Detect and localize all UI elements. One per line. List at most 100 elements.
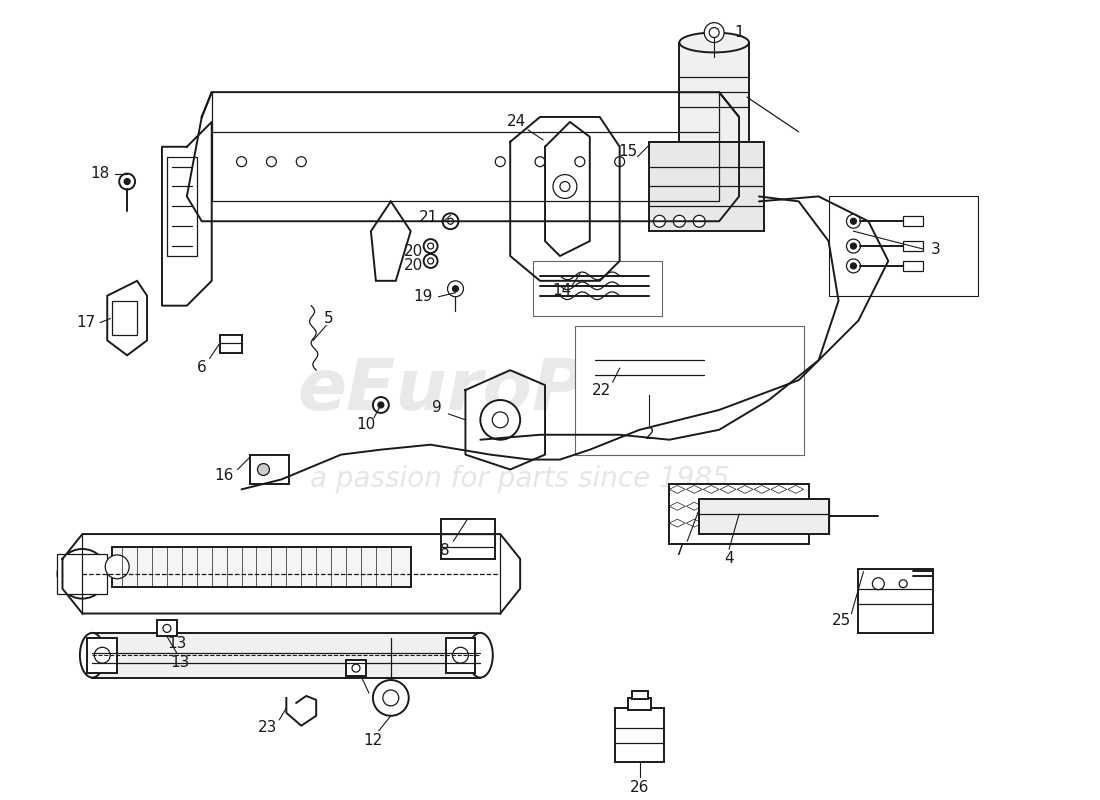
Text: 13: 13 <box>170 654 189 670</box>
Polygon shape <box>670 486 685 494</box>
Polygon shape <box>720 486 736 494</box>
Text: 15: 15 <box>618 144 637 159</box>
Circle shape <box>428 243 433 249</box>
Circle shape <box>383 690 399 706</box>
Polygon shape <box>754 486 770 494</box>
Circle shape <box>704 22 724 42</box>
Circle shape <box>373 397 388 413</box>
Text: 1: 1 <box>734 25 744 40</box>
Text: 2: 2 <box>645 427 654 442</box>
Circle shape <box>448 281 463 297</box>
Circle shape <box>106 555 129 578</box>
Polygon shape <box>670 519 685 527</box>
Text: 17: 17 <box>77 315 96 330</box>
Text: 14: 14 <box>552 283 572 298</box>
Bar <box>441 519 495 559</box>
Circle shape <box>553 174 576 198</box>
Bar <box>250 454 289 485</box>
Bar <box>670 485 808 544</box>
Circle shape <box>119 174 135 190</box>
Bar <box>631 691 648 699</box>
Bar <box>828 197 978 296</box>
Text: 5: 5 <box>324 311 334 326</box>
Bar <box>580 355 600 379</box>
Bar <box>446 638 475 673</box>
Bar <box>649 142 763 231</box>
Circle shape <box>424 239 438 253</box>
Bar <box>112 547 410 586</box>
Circle shape <box>850 218 857 224</box>
Text: 7: 7 <box>674 543 684 558</box>
Circle shape <box>95 647 110 663</box>
Circle shape <box>452 286 459 292</box>
Polygon shape <box>720 519 736 527</box>
Polygon shape <box>686 486 702 494</box>
Bar <box>858 569 933 634</box>
Circle shape <box>635 290 645 301</box>
Bar <box>157 621 177 636</box>
Text: 12: 12 <box>363 733 383 748</box>
Text: 23: 23 <box>257 720 277 735</box>
Bar <box>700 499 828 534</box>
Polygon shape <box>107 281 147 355</box>
Text: 13: 13 <box>167 636 187 650</box>
Polygon shape <box>670 502 685 510</box>
Circle shape <box>352 664 360 672</box>
Circle shape <box>639 362 659 382</box>
Polygon shape <box>788 486 804 494</box>
Circle shape <box>442 214 459 229</box>
Bar <box>903 216 923 226</box>
Circle shape <box>540 281 550 290</box>
Circle shape <box>424 254 438 268</box>
Text: 18: 18 <box>90 166 110 181</box>
Circle shape <box>535 157 544 166</box>
Text: 21: 21 <box>419 210 438 225</box>
Text: 24: 24 <box>506 114 526 130</box>
Circle shape <box>693 215 705 227</box>
Circle shape <box>124 178 130 185</box>
Text: 8: 8 <box>440 543 449 558</box>
Circle shape <box>635 271 645 281</box>
Bar <box>92 634 481 678</box>
Circle shape <box>850 243 857 249</box>
Polygon shape <box>754 519 770 527</box>
Bar <box>87 638 118 673</box>
Polygon shape <box>720 502 736 510</box>
Bar <box>615 708 664 762</box>
Text: 3: 3 <box>932 242 940 257</box>
Text: 16: 16 <box>214 468 233 483</box>
Polygon shape <box>703 502 719 510</box>
Text: 22: 22 <box>592 382 612 398</box>
Bar <box>112 301 138 335</box>
Circle shape <box>673 215 685 227</box>
Polygon shape <box>788 519 804 527</box>
Ellipse shape <box>694 340 714 394</box>
Circle shape <box>540 290 550 301</box>
Circle shape <box>847 214 860 228</box>
Circle shape <box>847 239 860 253</box>
Text: eEuroParts: eEuroParts <box>297 355 742 425</box>
Bar <box>590 350 680 395</box>
Circle shape <box>378 402 384 408</box>
Circle shape <box>575 157 585 166</box>
Ellipse shape <box>80 633 104 678</box>
Circle shape <box>710 28 719 38</box>
Circle shape <box>257 463 270 475</box>
Polygon shape <box>686 519 702 527</box>
Circle shape <box>635 281 645 290</box>
Text: a passion for parts since 1985: a passion for parts since 1985 <box>310 466 730 494</box>
Polygon shape <box>371 202 410 281</box>
Circle shape <box>481 400 520 440</box>
Bar <box>346 660 366 676</box>
Circle shape <box>373 680 409 716</box>
Polygon shape <box>754 502 770 510</box>
Bar <box>575 326 804 454</box>
Circle shape <box>266 157 276 166</box>
Ellipse shape <box>468 633 493 678</box>
Text: 10: 10 <box>356 418 375 432</box>
Text: 19: 19 <box>412 290 432 304</box>
Polygon shape <box>703 486 719 494</box>
Bar <box>57 554 107 594</box>
Text: 26: 26 <box>630 780 649 794</box>
Polygon shape <box>703 519 719 527</box>
